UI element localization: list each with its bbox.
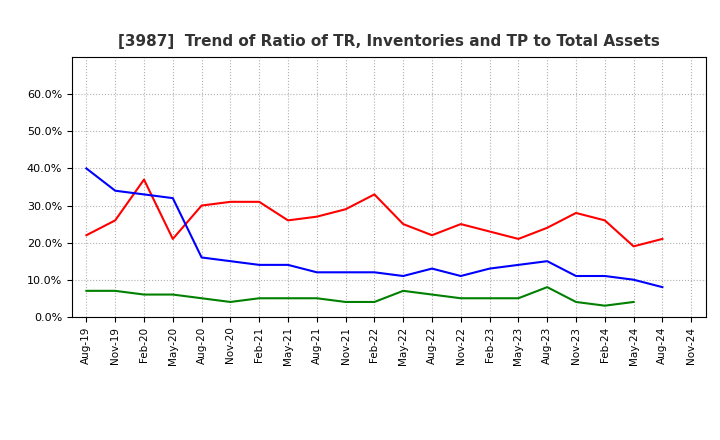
Inventories xyxy=(658,285,667,290)
Inventories xyxy=(284,262,292,268)
Trade Receivables xyxy=(629,244,638,249)
Trade Payables xyxy=(255,296,264,301)
Trade Receivables xyxy=(456,221,465,227)
Trade Payables xyxy=(168,292,177,297)
Inventories xyxy=(255,262,264,268)
Inventories xyxy=(312,270,321,275)
Trade Receivables xyxy=(140,177,148,182)
Inventories xyxy=(514,262,523,268)
Trade Payables xyxy=(140,292,148,297)
Trade Payables xyxy=(197,296,206,301)
Inventories xyxy=(226,259,235,264)
Trade Receivables xyxy=(312,214,321,219)
Trade Receivables xyxy=(370,192,379,197)
Inventories xyxy=(341,270,350,275)
Inventories xyxy=(111,188,120,193)
Trade Payables xyxy=(514,296,523,301)
Trade Payables xyxy=(111,288,120,293)
Trade Payables xyxy=(629,299,638,304)
Trade Payables xyxy=(370,299,379,304)
Inventories xyxy=(600,273,609,279)
Trade Payables xyxy=(572,299,580,304)
Trade Receivables xyxy=(111,218,120,223)
Trade Payables xyxy=(485,296,494,301)
Trade Payables xyxy=(341,299,350,304)
Line: Trade Payables: Trade Payables xyxy=(86,287,634,306)
Trade Receivables xyxy=(226,199,235,205)
Trade Payables xyxy=(312,296,321,301)
Trade Receivables xyxy=(399,221,408,227)
Trade Receivables xyxy=(341,207,350,212)
Trade Receivables xyxy=(543,225,552,231)
Line: Trade Receivables: Trade Receivables xyxy=(86,180,662,246)
Trade Payables xyxy=(284,296,292,301)
Trade Receivables xyxy=(255,199,264,205)
Inventories xyxy=(629,277,638,282)
Inventories xyxy=(485,266,494,271)
Trade Receivables xyxy=(658,236,667,242)
Inventories xyxy=(428,266,436,271)
Inventories xyxy=(140,192,148,197)
Inventories xyxy=(168,195,177,201)
Trade Payables xyxy=(399,288,408,293)
Trade Payables xyxy=(82,288,91,293)
Trade Receivables xyxy=(197,203,206,208)
Trade Receivables xyxy=(168,236,177,242)
Trade Receivables xyxy=(284,218,292,223)
Inventories xyxy=(82,166,91,171)
Trade Payables xyxy=(543,285,552,290)
Title: [3987]  Trend of Ratio of TR, Inventories and TP to Total Assets: [3987] Trend of Ratio of TR, Inventories… xyxy=(118,34,660,49)
Trade Receivables xyxy=(82,233,91,238)
Trade Receivables xyxy=(485,229,494,234)
Trade Receivables xyxy=(572,210,580,216)
Inventories xyxy=(543,259,552,264)
Trade Receivables xyxy=(428,233,436,238)
Inventories xyxy=(572,273,580,279)
Inventories xyxy=(456,273,465,279)
Trade Payables xyxy=(600,303,609,308)
Trade Receivables xyxy=(514,236,523,242)
Line: Inventories: Inventories xyxy=(86,169,662,287)
Trade Payables xyxy=(226,299,235,304)
Trade Payables xyxy=(456,296,465,301)
Inventories xyxy=(370,270,379,275)
Trade Receivables xyxy=(600,218,609,223)
Inventories xyxy=(197,255,206,260)
Trade Payables xyxy=(428,292,436,297)
Inventories xyxy=(399,273,408,279)
